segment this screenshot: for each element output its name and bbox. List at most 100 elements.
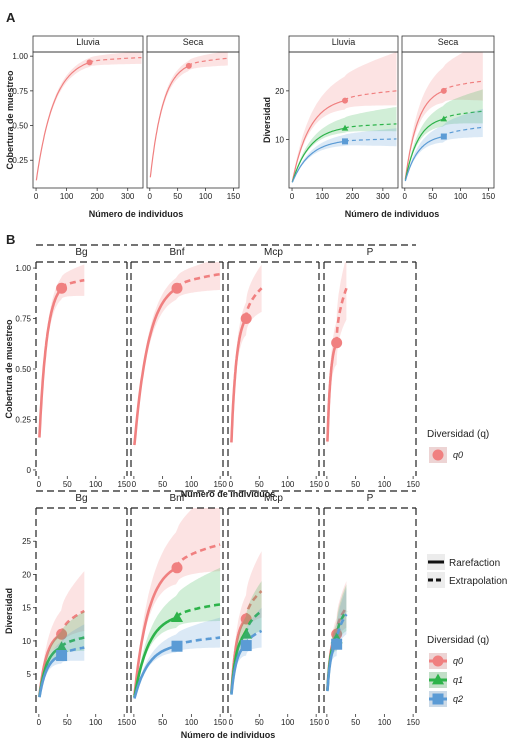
extrapolation-line-q1	[443, 110, 483, 120]
confidence-band-q0	[36, 52, 142, 182]
confidence-band-q0	[39, 264, 85, 442]
x-tick-label: 150	[406, 480, 420, 489]
x-tick-label: 50	[428, 192, 437, 201]
extrapolation-line-q1	[344, 123, 397, 129]
x-tick-label: 150	[227, 192, 241, 201]
x-tick-label: 150	[213, 480, 227, 489]
extrapolation-line-q1	[175, 603, 221, 619]
legend-label-q0: q0	[453, 656, 463, 666]
x-tick-label: 50	[63, 480, 72, 489]
extrapolation-line-q0	[188, 57, 228, 67]
facet-panel-B-coverage-Bg: Bg 0 50 100 150 0 0.25 0.50 0.75 1.00	[15, 244, 131, 489]
confidence-band-q0	[231, 264, 262, 448]
observed-point-q0	[440, 87, 447, 94]
y-tick-label: 0.25	[12, 156, 28, 165]
x-tick-label: 150	[117, 718, 131, 727]
observed-point-q1	[240, 627, 253, 639]
x-tick-label: 0	[229, 480, 234, 489]
x-tick-label: 200	[90, 192, 104, 201]
confidence-band-q1	[134, 567, 221, 698]
y-tick-label: 0.50	[12, 122, 28, 131]
panel-border	[401, 51, 495, 189]
confidence-band-q2	[134, 617, 221, 699]
facet-panel-A-diversity-Seca: Seca 0 50 100 150	[401, 35, 496, 201]
y-tick-label: 0.75	[15, 315, 31, 324]
facet-strip-label: Bg	[75, 247, 87, 258]
y-tick-label: 5	[27, 670, 32, 679]
x-tick-label: 50	[158, 480, 167, 489]
y-tick-label: 1.00	[12, 52, 28, 61]
x-tick-label: 0	[37, 480, 42, 489]
extrapolation-line-q0	[335, 287, 348, 343]
observed-point-q1	[170, 611, 184, 623]
x-tick-label: 150	[309, 480, 323, 489]
extrapolation-line-q0	[244, 287, 263, 319]
observed-point-q0	[56, 628, 68, 640]
x-tick-label: 100	[89, 480, 103, 489]
x-tick-label: 50	[351, 480, 360, 489]
x-tick-label: 100	[281, 480, 295, 489]
rarefaction-line-q0	[404, 90, 444, 180]
x-axis-title: Número de individuos	[89, 209, 184, 219]
observed-point-q0	[240, 613, 252, 625]
x-tick-label: 0	[229, 718, 234, 727]
y-axis-title: Diversidad	[262, 97, 272, 143]
y-tick-label: 0.75	[12, 87, 28, 96]
y-tick-label: 20	[275, 87, 284, 96]
observed-point-q1	[440, 115, 448, 122]
facet-panel-B-coverage-Bnf: Bnf 0 50 100 150	[130, 244, 227, 489]
observed-point-q2	[240, 640, 252, 652]
confidence-band-q2	[231, 607, 262, 695]
legend-key-marker-q0	[432, 655, 444, 667]
observed-point-q0	[331, 337, 343, 349]
x-tick-label: 100	[185, 718, 199, 727]
y-tick-label: 10	[22, 637, 31, 646]
legend-label-extrapolation: Extrapolation	[449, 576, 507, 587]
y-tick-label: 15	[22, 604, 31, 613]
y-tick-label: 0	[27, 466, 32, 475]
facet-strip-label: P	[367, 247, 374, 258]
x-tick-label: 0	[403, 192, 408, 201]
extrapolation-line-q0	[344, 90, 397, 102]
observed-point-q0	[240, 313, 252, 325]
x-tick-label: 100	[378, 718, 392, 727]
panel-border	[146, 51, 240, 189]
confidence-band-q0	[292, 52, 397, 182]
x-tick-label: 50	[255, 480, 264, 489]
facet-strip-label: Mcp	[264, 493, 283, 504]
legend-title: Diversidad (q)	[427, 429, 489, 440]
legend-key-marker-q0	[432, 449, 444, 461]
observed-point-q1	[55, 641, 68, 652]
confidence-band-q0	[150, 52, 228, 179]
panel-border	[288, 51, 399, 189]
x-tick-label: 100	[89, 718, 103, 727]
legend-title: Diversidad (q)	[427, 635, 489, 646]
facet-panel-A-coverage-Lluvia: Lluvia 0 100 200 300 0.25 0.50 0.75 1.00	[12, 35, 144, 201]
facet-strip-label: Lluvia	[76, 37, 100, 47]
x-tick-label: 100	[199, 192, 213, 201]
x-tick-label: 300	[376, 192, 390, 201]
facet-panel-A-coverage-Seca: Seca 0 50 100 150	[146, 35, 241, 201]
rarefaction-line-q0	[133, 287, 178, 446]
confidence-band-q0	[134, 508, 221, 696]
observed-point-q0	[171, 282, 183, 294]
y-axis-title: Cobertura de muestreo	[5, 70, 15, 170]
x-tick-label: 0	[290, 192, 295, 201]
rarefaction-line-q1	[133, 616, 178, 698]
observed-point-q0	[342, 97, 349, 104]
x-axis-title: Número de individuos	[181, 730, 276, 740]
y-axis-title: Cobertura de muestreo	[4, 319, 14, 419]
extrapolation-line-q1	[60, 636, 85, 649]
observed-point-q0	[171, 562, 183, 574]
facet-strip-label: Bg	[75, 493, 87, 504]
rarefaction-line-q0	[149, 65, 190, 178]
y-tick-label: 0.25	[15, 415, 31, 424]
extrapolation-line-q1	[335, 610, 348, 640]
x-tick-label: 100	[281, 718, 295, 727]
x-tick-label: 0	[325, 718, 330, 727]
panel-a-label: A	[6, 10, 16, 25]
facet-panel-B-diversity-Mcp: Mcp 0 50 100 150	[227, 490, 323, 727]
observed-point-q2	[342, 138, 349, 145]
extrapolation-line-q2	[335, 613, 348, 645]
x-tick-label: 0	[37, 718, 42, 727]
